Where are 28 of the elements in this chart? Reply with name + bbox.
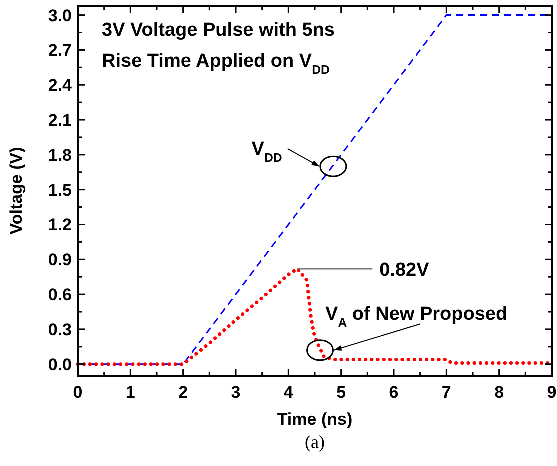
y-tick-label: 2.4 xyxy=(48,76,73,96)
x-tick-label: 1 xyxy=(126,383,136,402)
y-tick-label: 1.5 xyxy=(48,180,72,200)
y-tick-label: 0.6 xyxy=(48,286,72,305)
text: 3V Voltage Pulse with 5ns Rise Time Applied on V$_{DD}$ xyxy=(102,20,335,77)
y-tick-label: 0.0 xyxy=(48,355,72,374)
y-tick-label: 2.7 xyxy=(48,41,72,60)
x-tick-label: 4 xyxy=(284,383,294,402)
x-tick-label: 0 xyxy=(73,383,83,402)
x-tick-label: 2 xyxy=(178,383,188,402)
y-tick-label: 2.1 xyxy=(48,111,72,130)
y-tick-label: 0.9 xyxy=(48,250,72,270)
y-axis-title: Voltage (V) xyxy=(7,147,26,235)
x-tick-label: 5 xyxy=(336,383,346,402)
x-tick-label: 6 xyxy=(389,383,399,402)
x-tick-label: 7 xyxy=(442,383,452,402)
text: (a) xyxy=(305,432,325,452)
annotation: 0.82V xyxy=(380,260,430,281)
x-tick-label: 8 xyxy=(494,383,504,402)
x-tick-label: 9 xyxy=(547,383,557,402)
y-tick-label: 0.3 xyxy=(48,320,72,340)
x-axis-title: Time (ns) xyxy=(277,410,353,429)
annotation: V$_{A}$ of New Proposed xyxy=(326,304,508,330)
x-tick-label: 3 xyxy=(231,383,241,402)
y-tick-label: 1.2 xyxy=(48,216,72,235)
y-tick-label: 3.0 xyxy=(48,6,72,26)
annotation: V$_{DD}$ xyxy=(252,138,282,165)
y-tick-label: 1.8 xyxy=(48,146,72,165)
